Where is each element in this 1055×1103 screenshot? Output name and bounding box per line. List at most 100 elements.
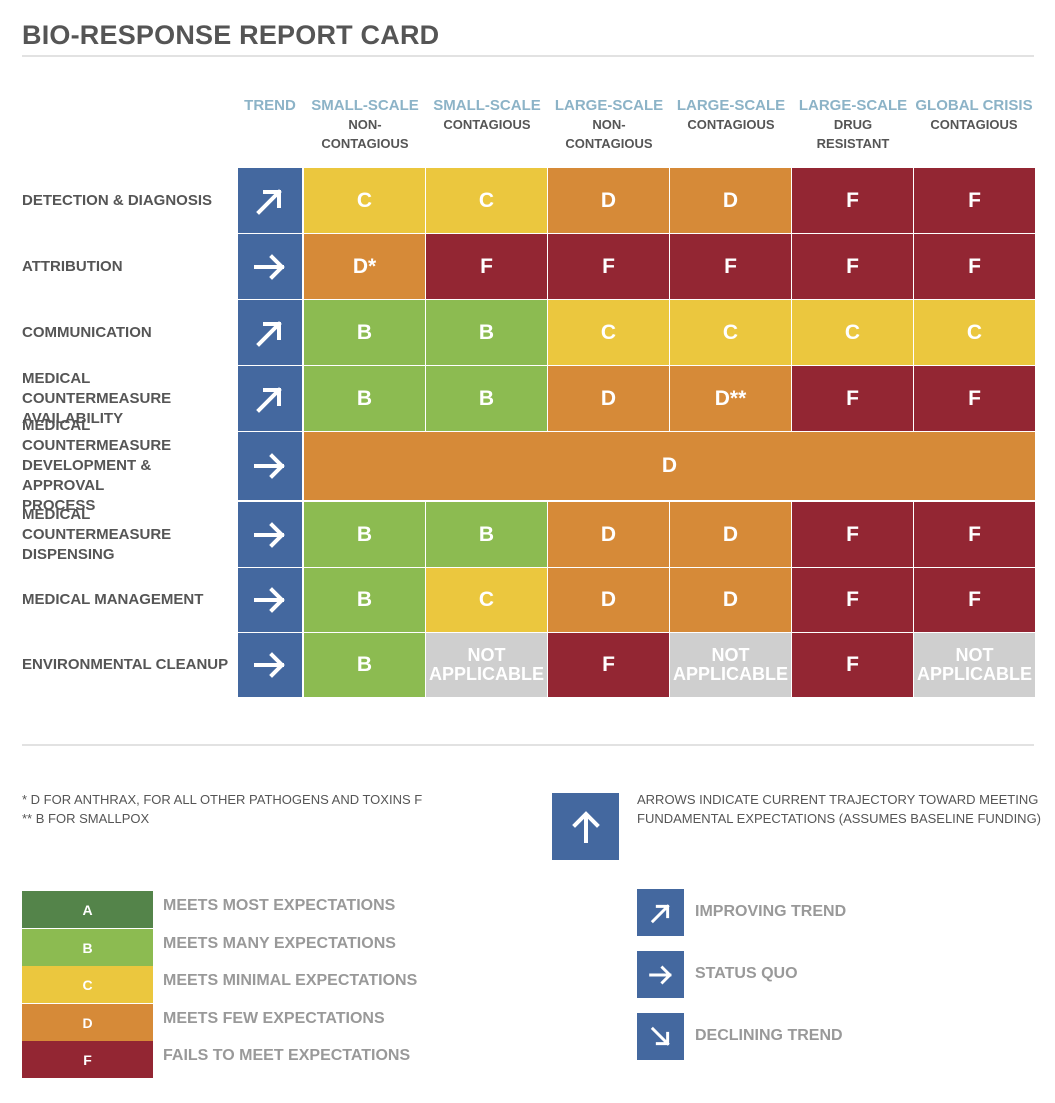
trajectory-arrow-icon [552,793,619,860]
grade-cell: C [426,568,547,632]
status-quo-trend-icon [238,568,302,632]
declining-trend-icon [637,1013,684,1060]
legend-swatch-b: B [22,929,153,966]
grade-cell: D [670,568,791,632]
grade-cell: D** [670,366,791,431]
footnote-anthrax: * D FOR ANTHRAX, FOR ALL OTHER PATHOGENS… [22,792,423,807]
column-header-title: SMALL-SCALE [433,97,541,114]
column-header-6: GLOBAL CRISIS CONTAGIOUS [913,96,1035,134]
grade-cell: F [792,502,913,567]
grade-cell: F [426,234,547,299]
improving-trend-icon [637,889,684,936]
column-header-title: GLOBAL CRISIS [915,97,1033,114]
row-label: COMMUNICATION [22,323,152,341]
row-label: MEDICAL MANAGEMENT [22,591,204,608]
grade-cell: C [548,300,669,365]
grade-cell: D [548,502,669,567]
column-header-title: LARGE-SCALE [798,97,908,114]
footnote-smallpox: ** B FOR SMALLPOX [22,811,150,826]
status-quo-trend-icon [238,432,302,500]
column-header-title: SMALL-SCALE [311,97,419,114]
grade-cell: F [914,234,1035,299]
improving-trend-icon [238,168,302,233]
column-header-subtitle: NON- CONTAGIOUS [321,117,409,151]
trend-legend-label: IMPROVING TREND [695,903,847,920]
grade-cell: F [670,234,791,299]
grade-cell: D [548,168,669,233]
column-header-subtitle: NON- CONTAGIOUS [565,117,653,151]
grade-cell: B [426,300,547,365]
row-label: ATTRIBUTION [22,257,123,275]
trend-legend-label: DECLINING TREND [695,1027,843,1044]
grade-cell: D [670,502,791,567]
column-header-0: TREND [209,96,331,115]
row-label: MEDICAL COUNTERMEASURE AVAILABILITY [22,369,172,427]
grade-cell: C [304,168,425,233]
legend-swatch-c: C [22,966,153,1003]
legend-divider [22,744,1034,746]
status-quo-trend-icon [238,502,302,567]
grade-cell: D [548,366,669,431]
grade-cell: F [914,502,1035,567]
grade-cell: F [548,633,669,697]
grade-cell: B [426,502,547,567]
legend-label: MEETS MOST EXPECTATIONS [163,897,396,914]
legend-label: MEETS MANY EXPECTATIONS [163,935,396,952]
grade-cell: C [426,168,547,233]
grade-cell-merged: D [304,432,1035,500]
status-quo-trend-icon [637,951,684,998]
column-header-5: LARGE-SCALE DRUG RESISTANT [792,96,914,153]
grade-cell: D* [304,234,425,299]
grade-cell: B [304,300,425,365]
legend-label: FAILS TO MEET EXPECTATIONS [163,1047,411,1064]
column-header-4: LARGE-SCALE CONTAGIOUS [670,96,792,134]
row-label: MEDICAL COUNTERMEASURE DEVELOPMENT & APP… [22,417,172,514]
legend-swatch-d: D [22,1004,153,1041]
grade-cell: F [792,234,913,299]
legend-label: MEETS MINIMAL EXPECTATIONS [163,972,418,989]
status-quo-trend-icon [238,234,302,299]
arrow-explanation: ARROWS INDICATE CURRENT TRAJECTORY TOWAR… [637,792,1042,826]
grade-cell: C [670,300,791,365]
trend-legend-label: STATUS QUO [695,965,798,982]
grade-cell: D [670,168,791,233]
improving-trend-icon [238,366,302,431]
grade-cell: F [792,366,913,431]
column-header-subtitle: CONTAGIOUS [930,117,1018,132]
grade-cell: F [792,633,913,697]
legend-label: MEETS FEW EXPECTATIONS [163,1010,385,1027]
column-header-title: TREND [244,97,296,114]
grade-cell: NOT APPLICABLE [914,633,1035,697]
page-title: BIO-RESPONSE REPORT CARD [22,20,440,50]
column-header-subtitle: CONTAGIOUS [443,117,531,132]
legend-swatch-a: A [22,891,153,928]
column-header-subtitle: CONTAGIOUS [687,117,775,132]
grade-cell: F [914,168,1035,233]
grade-cell: B [304,568,425,632]
column-header-title: LARGE-SCALE [554,97,664,114]
grade-cell: B [304,633,425,697]
row-label: ENVIRONMENTAL CLEANUP [22,656,229,673]
grade-cell: F [914,366,1035,431]
grade-cell: B [304,366,425,431]
row-label: DETECTION & DIAGNOSIS [22,191,213,209]
grade-cell: NOT APPLICABLE [426,633,547,697]
grade-cell: B [304,502,425,567]
grade-cell: C [792,300,913,365]
column-header-title: LARGE-SCALE [676,97,786,114]
grade-cell: D [548,568,669,632]
column-header-subtitle: DRUG RESISTANT [816,117,890,151]
grade-cell: B [426,366,547,431]
grade-cell: F [548,234,669,299]
grade-cell: F [792,168,913,233]
grade-cell: C [914,300,1035,365]
column-header-3: LARGE-SCALE NON- CONTAGIOUS [548,96,670,153]
column-header-1: SMALL-SCALE NON- CONTAGIOUS [304,96,426,153]
title-divider [22,55,1034,57]
row-label: MEDICAL COUNTERMEASURE DISPENSING [22,505,172,563]
grade-cell: F [914,568,1035,632]
status-quo-trend-icon [238,633,302,697]
improving-trend-icon [238,300,302,365]
column-header-2: SMALL-SCALE CONTAGIOUS [426,96,548,134]
grade-cell: F [792,568,913,632]
